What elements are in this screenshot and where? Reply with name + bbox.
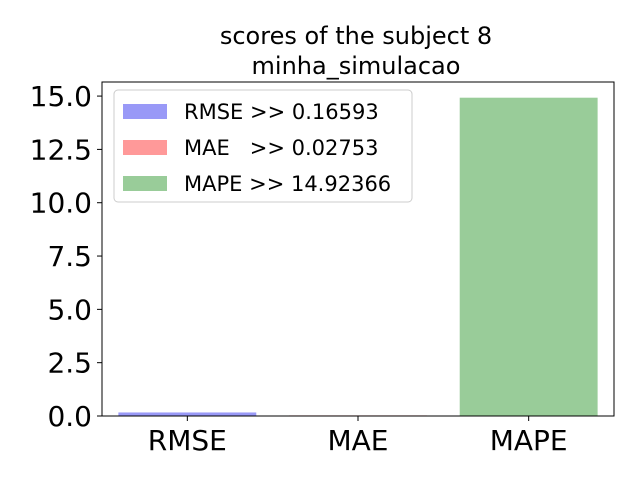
- legend-label: MAE >> 0.02753: [184, 136, 379, 160]
- legend-swatch: [123, 176, 167, 191]
- y-tick-label: 2.5: [47, 347, 92, 380]
- x-tick-label: RMSE: [148, 424, 227, 457]
- bar-rmse: [118, 412, 257, 416]
- bar-mape: [459, 97, 598, 416]
- chart-title: scores of the subject 8: [220, 22, 492, 50]
- y-tick-label: 10.0: [30, 187, 92, 220]
- y-tick-label: 12.5: [30, 133, 92, 166]
- y-tick-label: 0.0: [47, 400, 92, 433]
- legend-label: RMSE >> 0.16593: [184, 100, 379, 124]
- legend: RMSE >> 0.16593 MAE >> 0.02753 MAPE >> 14.…: [113, 89, 413, 203]
- x-tick-label: MAE: [327, 424, 388, 457]
- chart-subtitle: minha_simulacao: [252, 52, 461, 80]
- y-tick-label: 5.0: [47, 293, 92, 326]
- plot-area: RMSE MAE MAPE 0.0 2.5 5.0 7.5 10.0 12.5 15.0: [30, 80, 615, 457]
- legend-label: MAPE >> 14.92366: [184, 172, 391, 196]
- x-tick-label: MAPE: [490, 424, 568, 457]
- legend-box: [113, 89, 413, 203]
- legend-swatch: [123, 140, 167, 155]
- axes-frame: [101, 81, 615, 417]
- y-tick-label: 7.5: [47, 240, 92, 273]
- y-tick-label: 15.0: [30, 80, 92, 113]
- legend-swatch: [123, 104, 167, 119]
